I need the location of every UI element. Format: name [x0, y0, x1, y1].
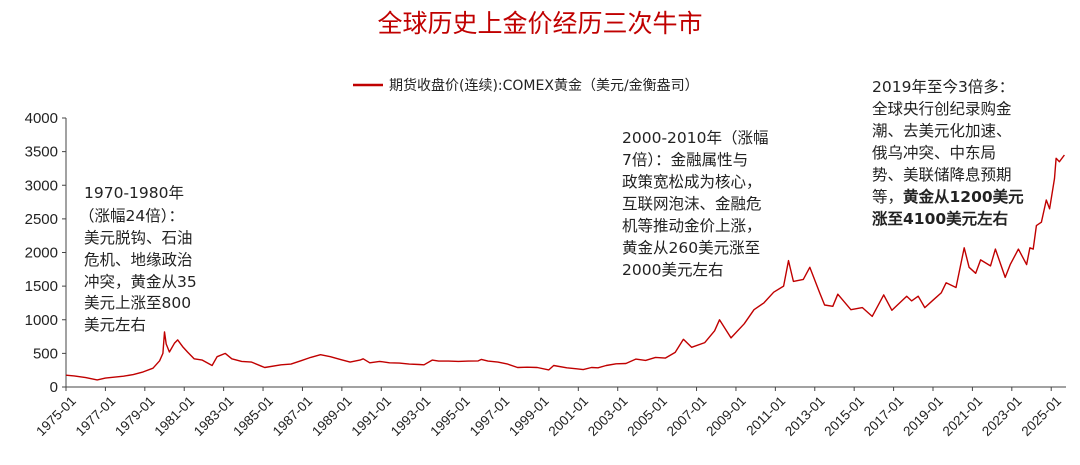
- y-tick-label: 3000: [25, 177, 58, 194]
- x-tick-label: 2019-01: [900, 393, 946, 439]
- x-ticks: 1975-011977-011979-011981-011983-011985-…: [33, 387, 1064, 439]
- annotation-line: 2019年至今3倍多：: [872, 78, 1014, 96]
- legend-label: 期货收盘价(连续):COMEX黄金（美元/金衡盎司）: [389, 77, 699, 94]
- x-tick-label: 2009-01: [703, 393, 749, 439]
- annotation-line: 俄乌冲突、中东局: [872, 144, 996, 162]
- annotation-line: （涨幅24倍）：: [79, 207, 184, 225]
- annotation-2019-now: 2019年至今3倍多： 全球央行创纪录购金 潮、去美元化加速、 俄乌冲突、中东局…: [872, 78, 1024, 228]
- y-tick-label: 1000: [25, 312, 58, 329]
- annotation-line: 互联网泡沫、金融危: [622, 195, 762, 213]
- x-tick-label: 1989-01: [309, 393, 355, 439]
- x-tick-label: 1979-01: [112, 393, 158, 439]
- x-tick-label: 2023-01: [979, 393, 1025, 439]
- annotation-line: 冲突，黄金从35: [84, 273, 197, 291]
- x-tick-label: 1981-01: [151, 393, 197, 439]
- x-tick-label: 2007-01: [664, 393, 710, 439]
- annotation-plain: 等，: [872, 188, 903, 206]
- annotation-line: 美元上涨至800: [84, 294, 191, 312]
- x-tick-label: 2013-01: [782, 393, 828, 439]
- x-tick-label: 2015-01: [821, 393, 867, 439]
- x-tick-label: 1995-01: [427, 393, 473, 439]
- annotation-line: 2000-2010年（涨幅: [622, 129, 769, 147]
- x-tick-label: 1999-01: [506, 393, 552, 439]
- annotation-line: 涨至4100美元左右: [872, 209, 1008, 228]
- y-tick-label: 2000: [25, 245, 58, 262]
- chart-title: 全球历史上金价经历三次牛市: [377, 9, 702, 38]
- x-tick-label: 1991-01: [349, 393, 395, 439]
- annotation-line: 等，黄金从1200美元: [872, 187, 1024, 206]
- annotation-line: 7倍）：金融属性与: [622, 151, 748, 169]
- x-tick-label: 2021-01: [940, 393, 986, 439]
- annotation-bold: 涨至4100美元左右: [872, 209, 1008, 228]
- annotation-2000-2010: 2000-2010年（涨幅 7倍）：金融属性与 政策宽松成为核心， 互联网泡沫、…: [622, 129, 769, 279]
- y-tick-label: 3500: [25, 144, 58, 161]
- x-tick-label: 2003-01: [585, 393, 631, 439]
- x-tick-label: 1993-01: [388, 393, 434, 439]
- x-tick-label: 1987-01: [270, 393, 316, 439]
- x-tick-label: 2001-01: [546, 393, 592, 439]
- x-tick-label: 2005-01: [624, 393, 670, 439]
- y-tick-label: 0: [50, 379, 58, 396]
- x-tick-label: 1977-01: [73, 393, 119, 439]
- annotation-line: 黄金从260美元涨至: [622, 239, 760, 257]
- annotation-line: 美元脱钩、石油: [84, 229, 193, 247]
- annotation-line: 2000美元左右: [622, 261, 723, 279]
- annotation-line: 1970-1980年: [84, 184, 184, 202]
- y-tick-label: 4000: [25, 110, 58, 127]
- series-group: [65, 154, 1065, 381]
- y-tick-label: 2500: [25, 211, 58, 228]
- y-ticks: 0 500 1000 1500 2000 2500 3000 3500 4000: [25, 110, 66, 396]
- annotation-line: 美元左右: [84, 316, 146, 334]
- annotation-line: 潮、去美元化加速、: [872, 122, 1012, 140]
- x-tick-label: 2025-01: [1018, 393, 1064, 439]
- annotation-bold: 黄金从1200美元: [903, 187, 1024, 206]
- x-tick-label: 2017-01: [861, 393, 907, 439]
- x-tick-label: 2011-01: [743, 393, 788, 438]
- annotation-line: 政策宽松成为核心，: [622, 173, 762, 191]
- annotation-line: 势、美联储降息预期: [872, 166, 1012, 184]
- x-tick-label: 1997-01: [467, 393, 513, 439]
- annotation-line: 全球央行创纪录购金: [872, 100, 1012, 118]
- x-tick-label: 1983-01: [191, 393, 237, 439]
- annotation-line: 危机、地缘政治: [84, 251, 193, 269]
- y-tick-label: 1500: [25, 278, 58, 295]
- series-line-comex-gold: [65, 154, 1065, 381]
- x-tick-label: 1975-01: [33, 393, 79, 439]
- legend: 期货收盘价(连续):COMEX黄金（美元/金衡盎司）: [353, 77, 699, 94]
- y-tick-label: 500: [33, 345, 58, 362]
- annotation-1970-1980: 1970-1980年 （涨幅24倍）： 美元脱钩、石油 危机、地缘政治 冲突，黄…: [79, 184, 197, 334]
- annotation-line: 机等推动金价上涨，: [622, 217, 762, 235]
- x-tick-label: 1985-01: [230, 393, 276, 439]
